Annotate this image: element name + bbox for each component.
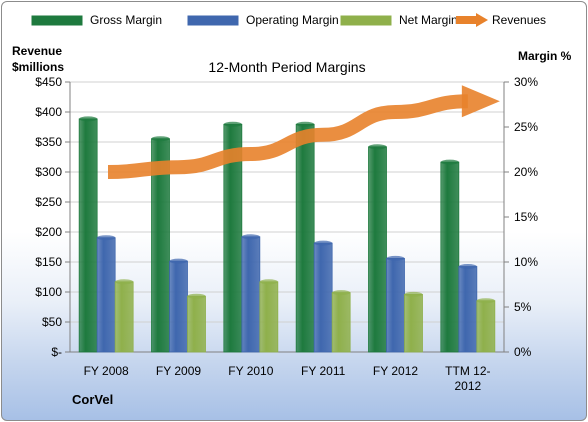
right-tick-label: 25% [514,120,538,134]
bar-operating-margin [313,242,333,353]
left-tick-label: $300 [35,165,62,179]
bar-top [79,116,98,122]
right-tick-label: 30% [514,75,538,89]
revenues-line [107,94,468,179]
legend-swatch-gross-margin [31,15,83,26]
right-tick-label: 10% [514,255,538,269]
bar-operating-margin [241,236,261,353]
bar-top [151,136,170,142]
company-label: CorVel [72,392,113,407]
bar-gross-margin [368,146,387,353]
legend-arrow [476,13,488,27]
bar-net-margin [259,281,279,353]
left-axis-label: Revenue [12,44,62,58]
bar-top [368,144,387,150]
x-tick-label: 2012 [454,379,481,393]
bar-net-margin [187,295,206,353]
bar-top [386,255,405,261]
bar-top [458,264,477,269]
legend-label: Net Margin [399,13,458,27]
bar-operating-margin [386,257,405,353]
bar-gross-margin [295,123,315,353]
left-tick-label: $350 [35,135,62,149]
right-tick-label: 0% [514,345,532,359]
x-tick-label: FY 2012 [373,364,418,378]
right-tick-label: 15% [514,210,538,224]
x-tick-label: FY 2010 [228,364,273,378]
right-axis-label: Margin % [518,49,572,63]
left-tick-label: $200 [35,225,62,239]
left-tick-label: $100 [35,285,62,299]
bar-gross-margin [440,161,460,353]
right-tick-label: 20% [514,165,538,179]
bar-top [223,121,242,127]
chart-title: 12-Month Period Margins [208,59,365,75]
bar-net-margin [331,292,351,353]
revenues-arrowhead [461,85,500,118]
legend-swatch-net-margin [340,15,392,26]
bar-top [404,291,423,297]
left-tick-label: $150 [35,255,62,269]
left-axis-label-2: $millions [12,60,64,74]
bar-top [314,240,333,246]
bar-top [259,279,278,285]
bar-net-margin [114,281,134,353]
bar-operating-margin [169,260,188,353]
bar-gross-margin [78,118,98,353]
bar-top [97,235,116,241]
bar-top [440,159,459,165]
right-tick-label: 5% [514,300,532,314]
legend-label: Operating Margin [246,13,339,27]
left-tick-label: $400 [35,105,62,119]
left-tick-label: $450 [35,75,62,89]
bar-operating-margin [96,237,116,353]
legend-label: Gross Margin [90,13,162,27]
left-tick-label: $250 [35,195,62,209]
x-tick-label: FY 2008 [84,364,129,378]
bar-top [476,298,495,304]
x-tick-label: FY 2009 [156,364,201,378]
left-tick-label: $50 [42,315,62,329]
bar-net-margin [476,300,496,353]
bar-top [115,279,134,285]
left-tick-label: $- [51,345,62,359]
bar-top [332,290,351,296]
bar-top [296,121,315,127]
legend-label: Revenues [492,13,546,27]
x-tick-label: TTM 12- [445,364,490,378]
bar-net-margin [404,293,423,353]
x-tick-label: FY 2011 [301,364,346,378]
bar-top [241,234,260,240]
bar-top [169,258,188,264]
bar-top [187,293,206,299]
legend-swatch-operating-margin [187,15,239,26]
bar-operating-margin [458,266,478,353]
